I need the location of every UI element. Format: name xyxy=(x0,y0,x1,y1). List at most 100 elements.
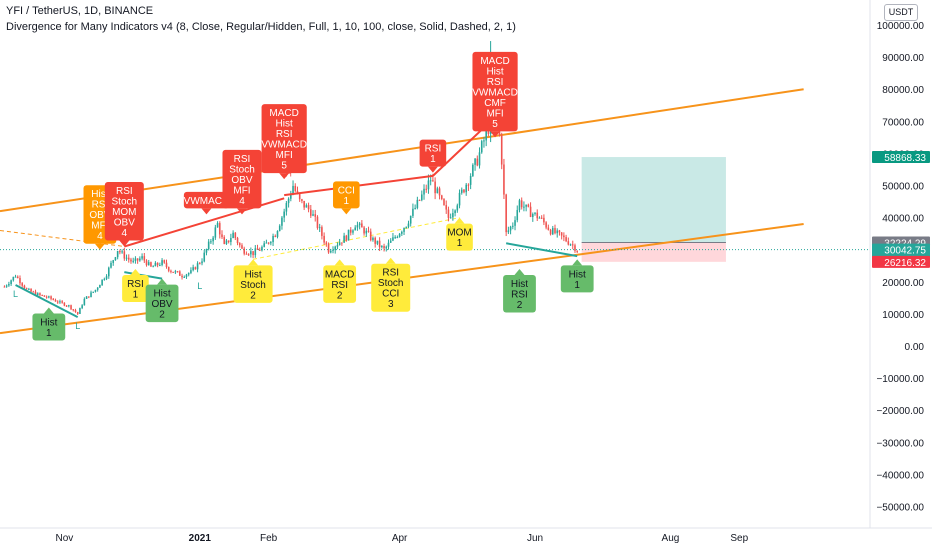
candle-body xyxy=(187,273,190,275)
label-box xyxy=(145,284,179,323)
label-text: 5 xyxy=(281,161,287,172)
candle-body xyxy=(245,253,248,255)
candle-body xyxy=(452,213,454,218)
candle-body xyxy=(574,245,576,251)
label-pointer xyxy=(514,268,525,275)
candle-body xyxy=(19,277,21,284)
candle-body xyxy=(456,205,459,211)
price-tick-label: 80000.00 xyxy=(882,85,924,96)
candle-body xyxy=(358,223,361,226)
candle-body xyxy=(520,200,523,208)
label-text: 1 xyxy=(574,280,580,291)
candle-body xyxy=(21,283,23,286)
candle-body xyxy=(147,262,150,266)
candle-body xyxy=(334,246,337,250)
label-text: Hist xyxy=(91,189,108,200)
label-text: VWMACD xyxy=(472,87,518,98)
label-box xyxy=(419,139,447,167)
candle-body xyxy=(361,223,363,228)
candle-body xyxy=(454,210,456,214)
candle-body xyxy=(41,294,43,296)
candle-body xyxy=(296,190,299,194)
candle-body xyxy=(540,217,543,219)
label-pointer xyxy=(157,278,168,285)
time-axis[interactable]: Nov 2021 Feb Apr Jun Aug Sep xyxy=(0,527,932,544)
candle-body xyxy=(61,301,63,303)
candle-body xyxy=(192,267,194,271)
candle-body xyxy=(512,225,514,227)
target-price-tag-text: 58868.33 xyxy=(884,153,926,164)
candle-body xyxy=(356,225,359,228)
time-tick-label: Jun xyxy=(527,533,543,544)
label-box xyxy=(472,51,518,132)
candle-body xyxy=(394,237,396,239)
price-tick-label: −10000.00 xyxy=(876,374,924,385)
candle-body xyxy=(99,284,101,288)
candle-body xyxy=(83,298,86,306)
candle-body xyxy=(292,185,294,195)
candle-body xyxy=(241,245,243,249)
stop-price-tag-text: 26216.32 xyxy=(884,258,926,269)
label-pointer xyxy=(572,259,583,266)
candle-body xyxy=(341,242,343,244)
label-text: RSI xyxy=(487,77,504,88)
label-text: 1 xyxy=(344,196,350,207)
candle-body xyxy=(436,188,439,194)
candle-body xyxy=(398,233,401,238)
candle-body xyxy=(278,225,281,231)
candle-body xyxy=(571,244,574,246)
label-text: Hist xyxy=(40,317,57,328)
label-pointer xyxy=(236,208,247,215)
candle-body xyxy=(385,246,388,249)
candle-body xyxy=(469,175,472,185)
candle-body xyxy=(68,305,70,307)
candle-body xyxy=(301,199,303,201)
candle-body xyxy=(143,256,146,261)
divergence-label[interactable]: VWMACD xyxy=(184,191,230,215)
candle-body xyxy=(447,209,450,218)
candle-body xyxy=(480,141,483,153)
candle-body xyxy=(127,257,130,260)
candle-body xyxy=(551,228,554,235)
label-text: Stoch xyxy=(378,278,404,289)
candle-body xyxy=(176,271,179,273)
candle-body xyxy=(74,310,77,312)
candle-body xyxy=(25,288,28,290)
candle-body xyxy=(32,291,35,293)
candle-body xyxy=(303,200,305,208)
label-text: MOM xyxy=(112,207,136,218)
candle-body xyxy=(48,296,50,298)
candle-body xyxy=(234,232,237,238)
candle-body xyxy=(125,257,128,259)
candle-body xyxy=(152,266,154,268)
candle-body xyxy=(258,249,261,251)
label-text: OBV xyxy=(231,175,252,186)
candle-body xyxy=(374,237,376,244)
candle-body xyxy=(261,246,263,251)
candle-body xyxy=(387,242,390,247)
label-text: 2 xyxy=(337,290,343,301)
label-text: RSI xyxy=(116,186,133,197)
candle-body xyxy=(290,194,292,199)
label-text: MACD xyxy=(480,56,509,67)
label-text: 2 xyxy=(517,300,523,311)
candle-body xyxy=(274,235,277,237)
candle-body xyxy=(325,242,328,245)
currency-unit-button[interactable]: USDT xyxy=(884,4,918,21)
